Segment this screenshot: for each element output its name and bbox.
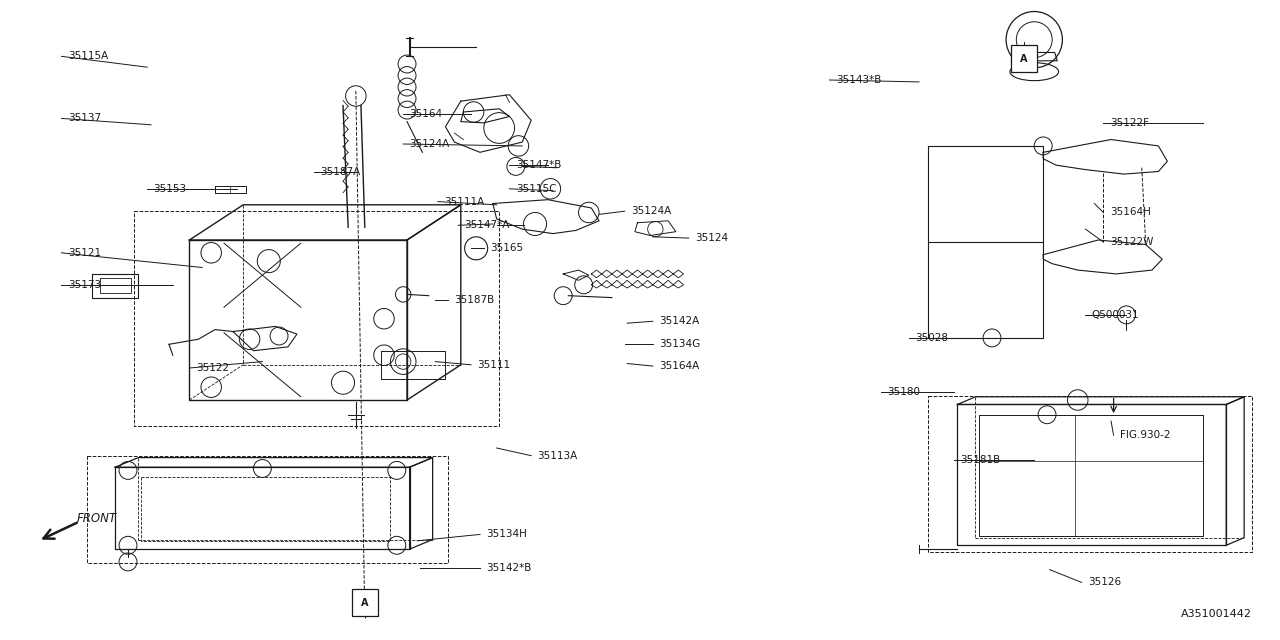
Text: FRONT: FRONT xyxy=(77,512,116,525)
Text: Q500031: Q500031 xyxy=(1092,310,1139,320)
Text: 35187A: 35187A xyxy=(320,166,360,177)
Text: 35122: 35122 xyxy=(196,363,229,373)
Text: 35142A: 35142A xyxy=(659,316,699,326)
Text: 35126: 35126 xyxy=(1088,577,1121,588)
Text: 35173: 35173 xyxy=(68,280,101,290)
Text: 35187B: 35187B xyxy=(454,294,494,305)
Text: 35164A: 35164A xyxy=(659,361,699,371)
Text: 35122F: 35122F xyxy=(1110,118,1148,128)
Text: 35028: 35028 xyxy=(915,333,948,343)
Text: 35147*A: 35147*A xyxy=(465,220,509,230)
Text: A351001442: A351001442 xyxy=(1181,609,1252,620)
Text: 35121: 35121 xyxy=(68,248,101,258)
Text: 35164: 35164 xyxy=(410,109,443,119)
Text: 35113A: 35113A xyxy=(538,451,577,461)
Text: A: A xyxy=(361,598,369,608)
Text: 35164H: 35164H xyxy=(1110,207,1151,218)
Text: 35142*B: 35142*B xyxy=(486,563,531,573)
Text: 35124A: 35124A xyxy=(631,206,671,216)
Text: 35180: 35180 xyxy=(887,387,920,397)
Text: A: A xyxy=(1020,54,1028,64)
Text: 35137: 35137 xyxy=(68,113,101,124)
Text: 35153: 35153 xyxy=(154,184,187,194)
Text: 35124: 35124 xyxy=(695,233,728,243)
Text: 35147*B: 35147*B xyxy=(516,160,561,170)
Bar xyxy=(352,589,378,616)
Text: 35115C: 35115C xyxy=(516,184,557,194)
Text: 35124A: 35124A xyxy=(410,139,449,149)
Text: 35122W: 35122W xyxy=(1110,237,1153,247)
Text: 35143*B: 35143*B xyxy=(836,75,881,85)
Text: 35111: 35111 xyxy=(477,360,511,370)
Bar xyxy=(1011,45,1037,72)
Text: 35134H: 35134H xyxy=(486,529,527,540)
Text: 35111A: 35111A xyxy=(444,196,484,207)
Text: 35165: 35165 xyxy=(490,243,524,253)
Text: FIG.930-2: FIG.930-2 xyxy=(1120,430,1170,440)
Text: 35181B: 35181B xyxy=(960,454,1000,465)
Text: 35115A: 35115A xyxy=(68,51,108,61)
Text: 35134G: 35134G xyxy=(659,339,700,349)
